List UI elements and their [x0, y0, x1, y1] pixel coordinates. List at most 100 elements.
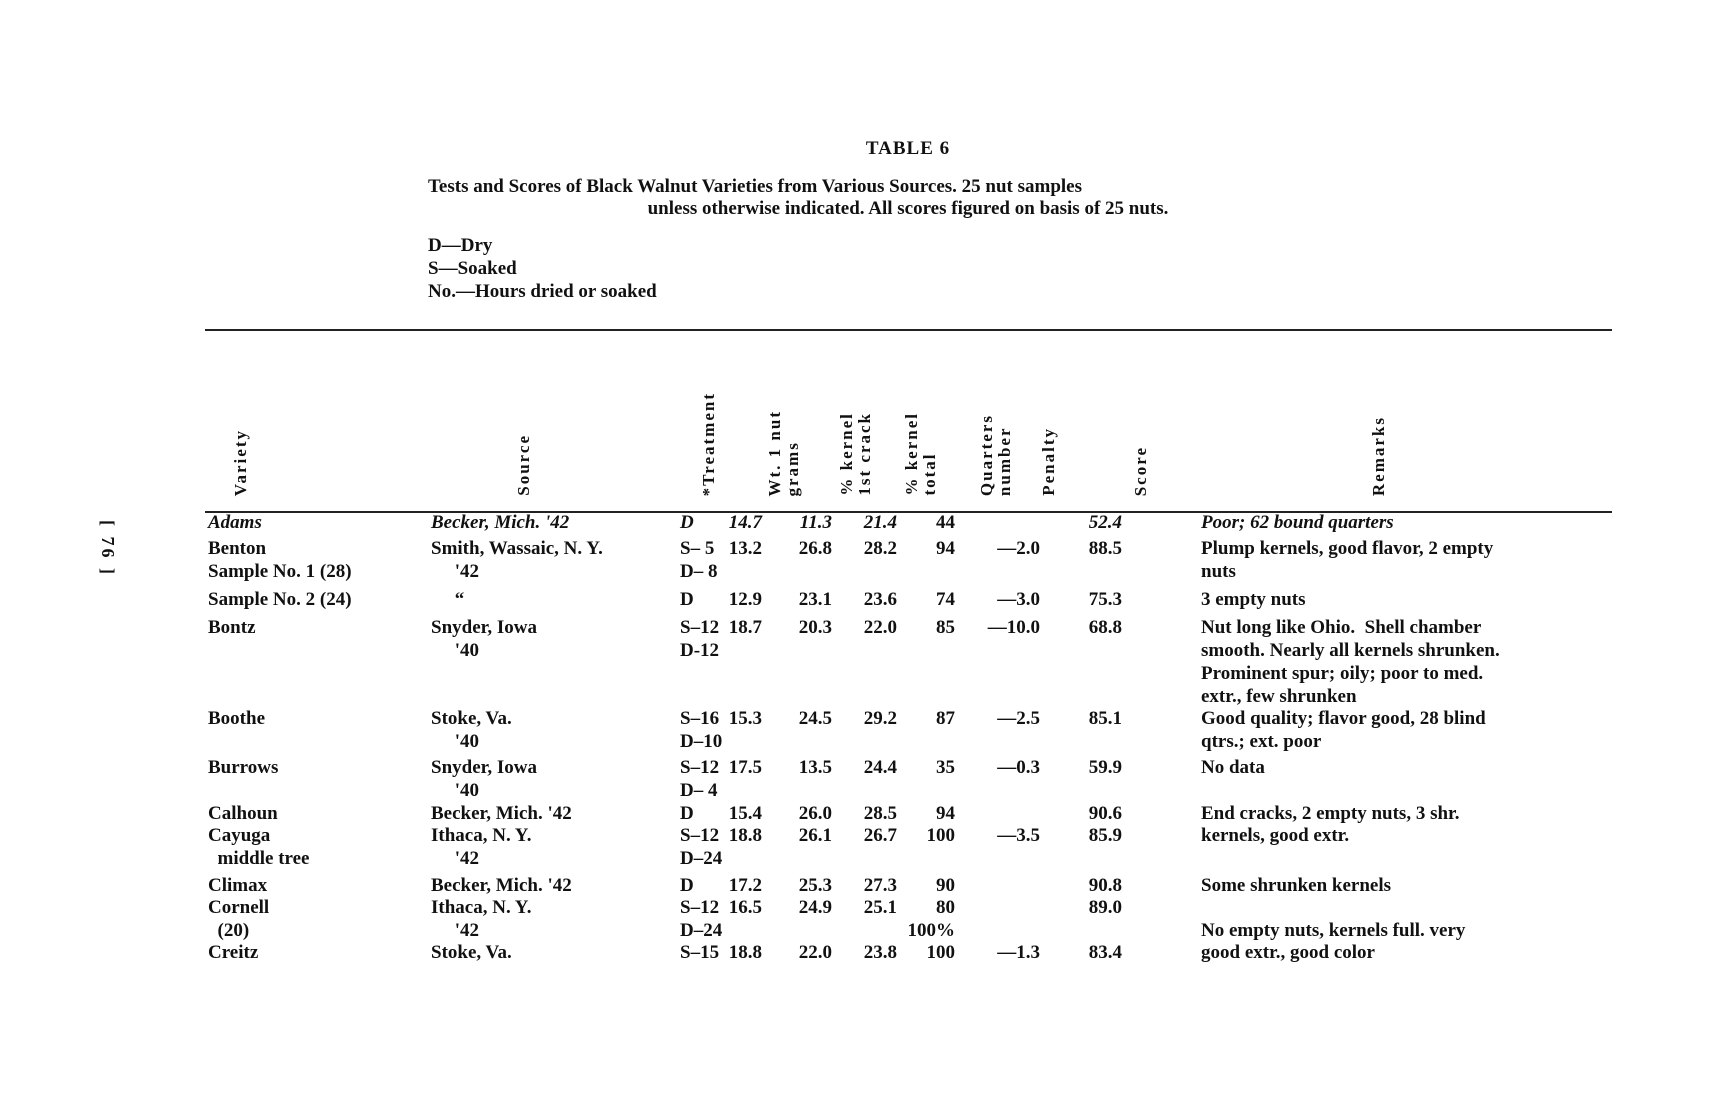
cell-line: —3.0: [997, 589, 1040, 610]
cell-line: Poor; 62 bound quarters: [1201, 512, 1394, 533]
cell-kernel-total: 23.8: [847, 941, 897, 964]
cell-weight: 18.8: [712, 824, 762, 847]
cell-line: 94: [936, 803, 955, 824]
cell-treatment: S–12 D–24: [680, 824, 722, 870]
cell-line: extr., few shrunken: [1201, 686, 1357, 707]
cell-line: [1201, 896, 1465, 919]
cell-line: Cornell: [208, 897, 270, 918]
cell-line: 3 empty nuts: [1201, 589, 1306, 610]
cell-kernel-total: 28.5: [847, 802, 897, 825]
cell-line: 52.4: [1088, 512, 1122, 533]
cell-source: “: [431, 588, 465, 611]
cell-kernel-total: 27.3: [847, 874, 897, 897]
cell-line: S–12: [680, 897, 720, 918]
header-rule: [205, 511, 1612, 513]
column-header-line: % kernel: [902, 412, 921, 496]
cell-line: 35: [936, 757, 955, 778]
cell-line: 25.3: [798, 875, 832, 896]
cell-score: 85.1: [1070, 707, 1122, 730]
cell-line: 15.3: [728, 708, 762, 729]
column-header-weight: Wt. 1 nut grams: [765, 409, 802, 496]
caption-line-2: unless otherwise indicated. All scores f…: [647, 198, 1169, 219]
cell-line: Stoke, Va.: [431, 708, 512, 729]
cell-weight: 18.7: [712, 616, 762, 639]
cell-line: 90.8: [1088, 875, 1122, 896]
cell-line: 85.1: [1088, 708, 1122, 729]
cell-line: good extr., good color: [1201, 942, 1375, 963]
cell-line: [978, 511, 1040, 534]
cell-kernel-total: 25.1: [847, 896, 897, 919]
cell-line: 59.9: [1088, 757, 1122, 778]
cell-treatment: D: [680, 588, 694, 611]
cell-line: —3.5: [997, 825, 1040, 846]
cell-line: 16.5: [728, 897, 762, 918]
cell-line: “: [431, 589, 465, 610]
column-header-remarks: Remarks: [1369, 415, 1388, 496]
cell-source: Becker, Mich. '42: [431, 511, 569, 534]
cell-kernel-total: 21.4: [847, 511, 897, 534]
cell-line: D–10: [680, 731, 723, 752]
caption-line-1: Tests and Scores of Black Walnut Varieti…: [428, 176, 1083, 197]
cell-line: '40: [431, 780, 480, 801]
cell-line: Becker, Mich. '42: [431, 875, 572, 896]
cell-treatment: S–16 D–10: [680, 707, 722, 753]
cell-line: 27.3: [863, 875, 897, 896]
cell-variety: Cornell (20): [208, 896, 269, 942]
cell-line: D–24: [680, 920, 723, 941]
cell-line: '40: [431, 640, 480, 661]
cell-line: Snyder, Iowa: [431, 617, 537, 638]
cell-line: 26.8: [798, 538, 832, 559]
cell-line: Sample No. 1 (28): [208, 561, 352, 582]
cell-kernel-total: 26.7: [847, 824, 897, 847]
cell-line: Ithaca, N. Y.: [431, 897, 532, 918]
cell-remarks: Poor; 62 bound quarters: [1201, 511, 1394, 534]
cell-source: Stoke, Va. '40: [431, 707, 512, 753]
cell-variety: Burrows: [208, 756, 278, 779]
cell-weight: 18.8: [712, 941, 762, 964]
cell-remarks: good extr., good color: [1201, 941, 1375, 964]
cell-line: 44: [936, 512, 955, 533]
cell-line: 100: [926, 942, 956, 963]
column-header-quarters: Quarters number: [977, 414, 1014, 496]
cell-line: 12.9: [728, 589, 762, 610]
cell-penalty: —3.0: [978, 588, 1040, 611]
cell-line: 87: [936, 708, 955, 729]
cell-source: Ithaca, N. Y. '42: [431, 824, 531, 870]
cell-line: 90.6: [1088, 803, 1122, 824]
cell-remarks: 3 empty nuts: [1201, 588, 1306, 611]
column-header-variety: Variety: [231, 429, 250, 496]
cell-score: 83.4: [1070, 941, 1122, 964]
cell-line: Cayuga: [208, 825, 271, 846]
cell-line: 17.2: [728, 875, 762, 896]
cell-line: '42: [431, 920, 480, 941]
cell-kernel-total: 28.2: [847, 537, 897, 560]
cell-line: 25.1: [863, 897, 897, 918]
cell-line: 83.4: [1088, 942, 1122, 963]
cell-line: kernels, good extr.: [1201, 825, 1350, 846]
column-header-line: Wt. 1 nut: [765, 409, 784, 496]
column-header-line: % kernel: [837, 412, 856, 496]
cell-variety: Cayuga middle tree: [208, 824, 310, 870]
cell-line: 28.5: [863, 803, 897, 824]
cell-source: Smith, Wassaic, N. Y. '42: [431, 537, 603, 583]
cell-treatment: D: [680, 874, 694, 897]
column-header-penalty: Penalty: [1039, 427, 1058, 496]
cell-penalty: [978, 511, 1040, 534]
cell-line: D– 8: [680, 561, 718, 582]
cell-line: Plump kernels, good flavor, 2 empty: [1201, 538, 1494, 559]
legend-dry: D—Dry: [428, 235, 493, 256]
cell-score: 52.4: [1070, 511, 1122, 534]
column-header-kernel-first: % kernel 1st crack: [837, 412, 874, 496]
cell-treatment: D: [680, 511, 694, 534]
treatment-legend: D—Dry S—Soaked No.—Hours dried or soaked: [428, 234, 657, 303]
cell-line: 90: [936, 875, 955, 896]
cell-penalty: —0.3: [978, 756, 1040, 779]
cell-line: 22.0: [798, 942, 832, 963]
cell-score: 90.8: [1070, 874, 1122, 897]
cell-line: S–12: [680, 825, 720, 846]
cell-line: 18.8: [728, 942, 762, 963]
cell-line: 13.5: [798, 757, 832, 778]
cell-line: Climax: [208, 875, 268, 896]
cell-line: [978, 896, 1040, 919]
column-header-line: Remarks: [1369, 415, 1388, 496]
